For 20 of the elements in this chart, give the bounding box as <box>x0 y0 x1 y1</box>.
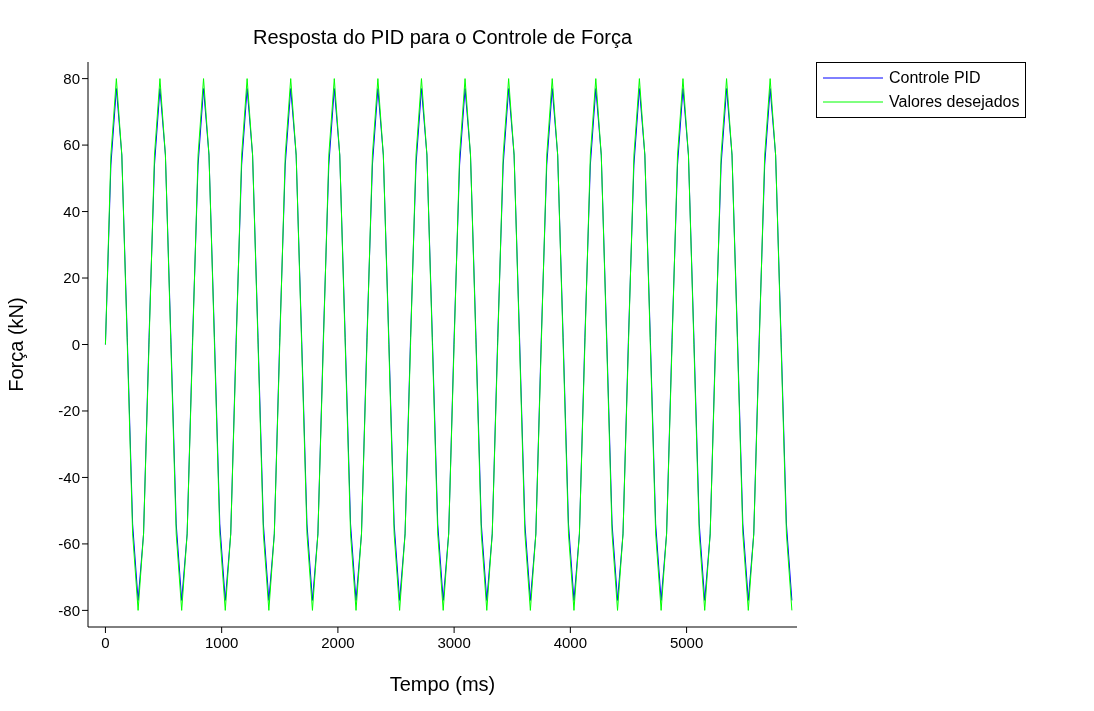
y-tick-label: 40 <box>63 202 80 220</box>
x-tick-label: 2000 <box>321 633 355 651</box>
y-tick-label: -40 <box>58 468 80 486</box>
x-tick-label: 0 <box>101 633 110 651</box>
x-axis-title: Tempo (ms) <box>389 673 496 695</box>
y-tick-label: 20 <box>63 269 80 287</box>
y-tick-label: 0 <box>71 335 80 353</box>
x-tick-label: 3000 <box>437 633 471 651</box>
x-tick-label: 5000 <box>669 633 704 651</box>
y-axis-title: Força (kN) <box>5 297 28 392</box>
y-tick-label: -60 <box>58 535 80 553</box>
y-tick-label: -20 <box>58 402 80 420</box>
x-tick-label: 4000 <box>553 633 588 651</box>
y-tick-label: -80 <box>58 601 80 619</box>
x-tick-label: 1000 <box>204 633 239 651</box>
y-tick-label: 60 <box>63 136 80 154</box>
y-tick-label: 80 <box>63 69 80 87</box>
chart-title: Resposta do PID para o Controle de Força <box>251 26 634 49</box>
legend-label: Valores desejados <box>889 93 1020 111</box>
legend-label: Controle PID <box>889 69 981 87</box>
